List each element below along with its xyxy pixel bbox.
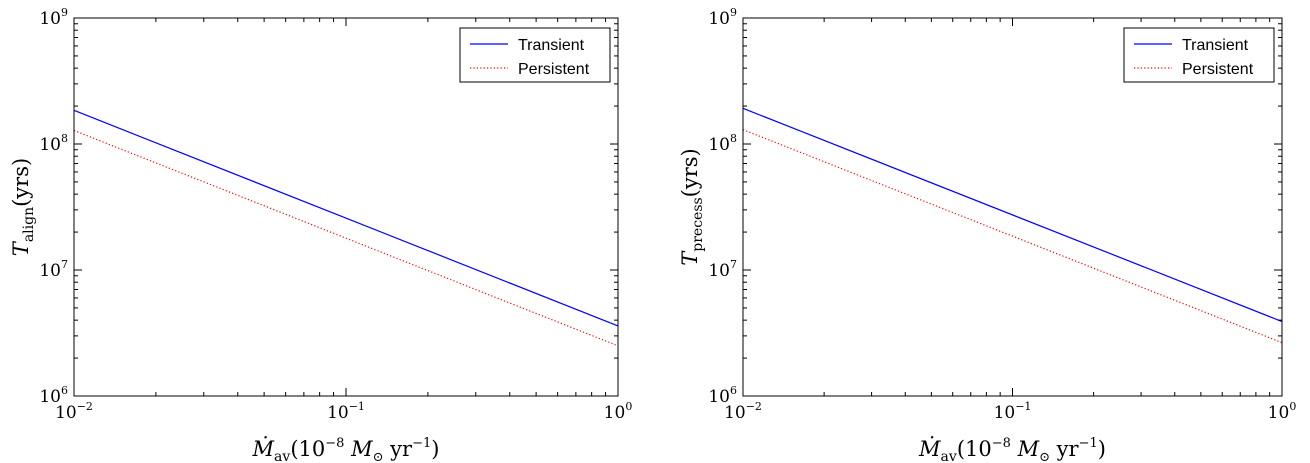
series-line-persistent <box>742 129 1283 344</box>
series-line-transient <box>742 107 1283 323</box>
y-tick-label: 108 <box>39 132 68 155</box>
y-axis-label: Talign(yrs) <box>9 158 37 256</box>
x-tick-label: 100 <box>604 400 633 423</box>
y-tick-label: 106 <box>39 384 68 407</box>
legend-box <box>1123 27 1275 83</box>
y-tick-label: 109 <box>39 6 68 29</box>
x-tick-label: 10−2 <box>724 400 762 423</box>
chart-panel-1: 10−2 10−1 100 106 107 108 109 Ṁav(10−8 M⊙ yr−1)… <box>9 6 632 463</box>
legend-label-transient: Transient <box>1182 37 1249 54</box>
x-tick-label: 100 <box>1268 400 1297 423</box>
legend: Transient Persistent <box>1123 27 1275 83</box>
x-tick-label: 10−1 <box>994 400 1032 423</box>
legend-box <box>459 27 611 83</box>
x-axis-label: Ṁav(10−8 M⊙ yr−1) <box>252 436 440 463</box>
x-tick-label: 10−1 <box>327 400 365 423</box>
y-tick-label: 109 <box>708 6 737 29</box>
legend-label-persistent: Persistent <box>518 61 590 78</box>
y-tick-label: 106 <box>708 384 737 407</box>
chart-panel-2: 10−2 10−1 100 106 107 108 109 Ṁav(10−8 M⊙ yr−1)… <box>678 6 1296 463</box>
x-axis-label: Ṁav(10−8 M⊙ yr−1) <box>918 436 1106 463</box>
x-tick-label: 10−2 <box>55 400 93 423</box>
y-axis-label: Tprecess(yrs) <box>678 148 706 266</box>
legend-label-transient: Transient <box>518 37 585 54</box>
y-tick-label: 107 <box>708 258 737 281</box>
series-line-persistent <box>73 129 619 347</box>
legend-label-persistent: Persistent <box>1182 61 1254 78</box>
series-line-transient <box>73 109 619 327</box>
legend: Transient Persistent <box>459 27 611 83</box>
y-tick-label: 108 <box>708 132 737 155</box>
y-tick-label: 107 <box>39 258 68 281</box>
